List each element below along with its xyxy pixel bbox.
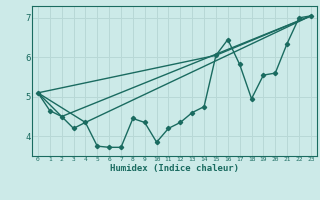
X-axis label: Humidex (Indice chaleur): Humidex (Indice chaleur) [110, 164, 239, 173]
